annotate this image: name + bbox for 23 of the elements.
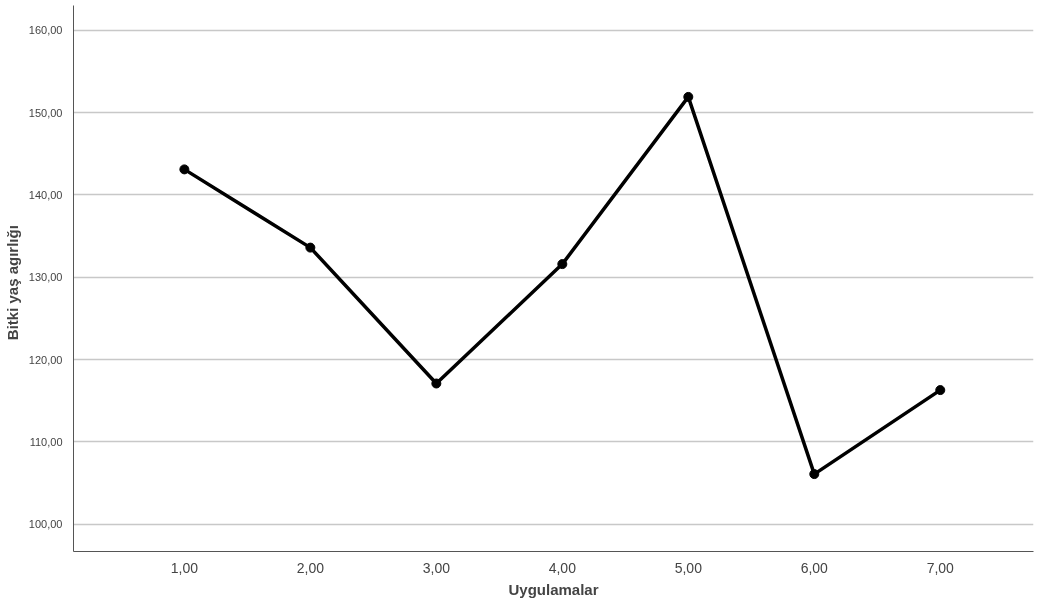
x-tick-label: 4,00 (548, 559, 577, 576)
y-tick-label: 130,00 (28, 271, 63, 284)
point (305, 242, 316, 253)
x-tick-label: 7,00 (926, 559, 955, 576)
x-tick-label: 5,00 (674, 559, 703, 576)
y-tick-label: 120,00 (28, 353, 63, 366)
point (431, 378, 442, 389)
x-tick-label: 3,00 (422, 559, 451, 576)
y-tick-label: 100,00 (28, 518, 63, 531)
point (683, 91, 694, 102)
x-tick-label: 6,00 (800, 559, 829, 576)
point (557, 259, 568, 270)
x-tick-label: 2,00 (296, 559, 325, 576)
x-tick-label: 1,00 (170, 559, 199, 576)
point (179, 164, 190, 175)
y-tick-label: 110,00 (29, 435, 63, 448)
point (809, 469, 820, 480)
y-axis-title: Bitki yaş agırlığı (3, 225, 21, 341)
x-axis-title: Uygulamalar (508, 580, 599, 598)
point (935, 385, 946, 396)
y-tick-label: 150,00 (28, 106, 63, 119)
y-tick-label: 140,00 (28, 188, 63, 201)
y-tick-label: 160,00 (28, 24, 63, 37)
